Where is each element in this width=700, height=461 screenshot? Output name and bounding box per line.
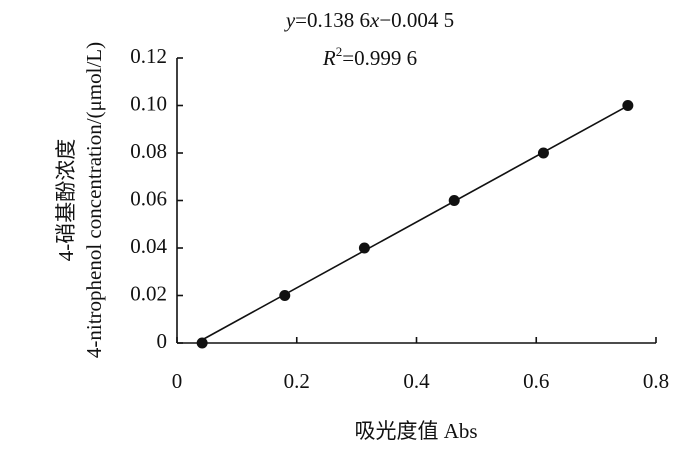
r2-part: R: [322, 46, 336, 70]
y-axis-label: 4-硝基酚浓度: [54, 139, 78, 262]
y-axis-label: 4-nitrophenol concentration/(μmol/L): [82, 42, 106, 358]
equation-part: =0.138 6: [295, 8, 370, 32]
r2-part: 2: [336, 44, 343, 59]
x-tick-label: 0.6: [523, 369, 549, 393]
r2-part: =0.999 6: [342, 46, 417, 70]
y-tick-label: 0.12: [130, 44, 167, 68]
y-tick-label: 0.08: [130, 139, 167, 163]
x-tick-label: 0.8: [643, 369, 669, 393]
point: [537, 147, 549, 159]
trend-line: [201, 105, 629, 341]
y-tick-label: 0.10: [130, 91, 167, 115]
r-squared: R2=0.999 6: [322, 44, 417, 70]
y-tick-label: 0.04: [130, 234, 167, 258]
y-tick-label: 0.06: [130, 186, 167, 210]
x-tick-label: 0.4: [403, 369, 430, 393]
equation-part: x: [369, 8, 380, 32]
point: [448, 195, 460, 206]
equation-part: y: [284, 8, 296, 32]
x-tick-label: 0: [172, 369, 183, 393]
y-tick-label: 0: [157, 329, 168, 353]
x-tick-label: 0.2: [284, 369, 310, 393]
point: [622, 100, 634, 111]
point: [279, 290, 291, 301]
point: [196, 337, 208, 349]
y-tick-label: 0.02: [130, 281, 167, 305]
equation-part: −0.004 5: [379, 8, 454, 32]
x-axis-label: 吸光度值 Abs: [354, 419, 477, 443]
equation: y=0.138 6x−0.004 5: [284, 8, 454, 32]
point: [358, 242, 370, 254]
